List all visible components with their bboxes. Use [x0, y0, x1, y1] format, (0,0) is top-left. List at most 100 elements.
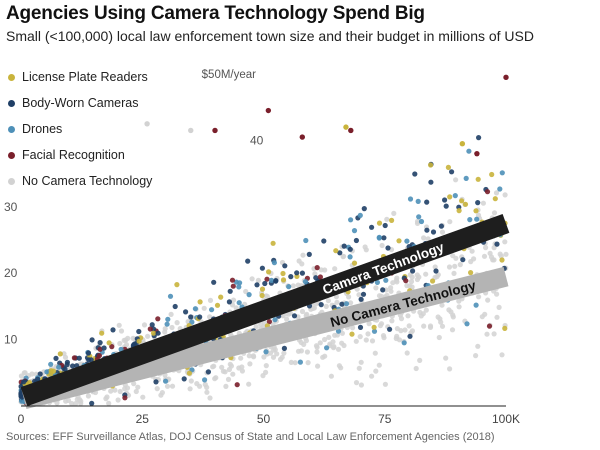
legend-item-body-worn-cameras: Body-Worn Cameras: [8, 90, 152, 116]
no-camera-point: [483, 245, 489, 251]
no-camera-point: [299, 308, 306, 315]
license-plate-reader-point: [445, 164, 451, 170]
no-camera-point: [304, 349, 310, 355]
no-camera-point: [394, 326, 400, 332]
facial-recognition-point: [122, 395, 128, 401]
drone-point: [56, 364, 62, 370]
body-worn-camera-point: [438, 223, 444, 229]
no-camera-point: [117, 388, 123, 395]
body-worn-camera-point: [442, 197, 448, 203]
y-tick-label: 20: [4, 266, 18, 280]
no-camera-point: [404, 350, 410, 356]
facial-recognition-point: [265, 107, 272, 114]
license-plate-reader-point: [214, 302, 221, 308]
license-plate-reader-point: [371, 324, 377, 330]
body-worn-camera-point: [88, 357, 94, 363]
no-camera-point: [394, 333, 400, 339]
no-camera-point: [366, 321, 372, 327]
facial-recognition-point: [264, 276, 270, 282]
no-camera-point: [212, 376, 218, 382]
body-worn-camera-point: [155, 330, 161, 336]
no-camera-point: [471, 256, 477, 262]
no-camera-point: [194, 381, 200, 387]
body-worn-camera-point: [21, 379, 27, 385]
facial-recognition-point: [230, 283, 236, 289]
no-camera-point: [502, 192, 508, 198]
body-worn-camera-point: [89, 400, 95, 406]
source-note: Sources: EFF Surveillance Atlas, DOJ Cen…: [6, 431, 495, 443]
no-camera-point: [220, 368, 226, 374]
license-plate-reader-point: [343, 124, 349, 130]
facial-recognition-point: [314, 265, 320, 271]
no-camera-point: [376, 362, 382, 368]
no-camera-point: [389, 318, 395, 324]
facial-recognition-point: [403, 278, 409, 284]
no-camera-point: [226, 366, 232, 373]
legend-label: Drones: [22, 122, 63, 136]
no-camera-point: [332, 266, 338, 272]
body-worn-camera-point: [70, 363, 76, 369]
no-camera-point: [322, 267, 328, 273]
no-camera-technology-swatch: [8, 177, 15, 185]
no-camera-point: [406, 323, 412, 329]
body-worn-camera-point: [339, 301, 345, 307]
no-camera-point: [350, 325, 356, 331]
body-worn-camera-point: [172, 303, 178, 310]
no-camera-point: [106, 400, 112, 406]
no-camera-point: [270, 354, 277, 360]
no-camera-point: [476, 294, 482, 300]
drone-point: [303, 237, 309, 244]
no-camera-point: [145, 333, 151, 339]
no-camera-point: [304, 311, 310, 317]
no-camera-point: [358, 382, 364, 388]
body-worn-camera-point: [281, 345, 287, 351]
no-camera-point: [29, 371, 35, 377]
body-worn-camera-point: [205, 369, 211, 375]
no-camera-point: [417, 309, 423, 315]
license-plate-reader-point: [489, 171, 495, 178]
license-plate-reader-point: [186, 370, 192, 376]
no-camera-point: [313, 343, 320, 349]
body-worn-camera-point: [433, 268, 439, 274]
no-camera-point: [117, 340, 123, 347]
license-plate-readers-swatch: [8, 73, 15, 81]
body-worn-camera-point: [89, 337, 95, 343]
drone-point: [246, 292, 252, 298]
no-camera-point: [207, 395, 213, 401]
body-worn-camera-point: [475, 200, 481, 206]
body-worn-camera-point: [407, 333, 413, 339]
no-camera-point: [328, 373, 334, 379]
drone-point: [165, 316, 171, 322]
body-worn-camera-point: [262, 280, 268, 287]
body-worn-camera-point: [424, 227, 430, 233]
body-worn-camera-point: [357, 324, 364, 330]
no-camera-point: [164, 383, 171, 389]
drone-point: [302, 279, 309, 285]
no-camera-point: [439, 323, 446, 329]
drone-point: [474, 216, 480, 222]
facial-recognition-point: [71, 355, 77, 361]
no-camera-point: [362, 244, 368, 250]
no-camera-point: [249, 276, 255, 282]
no-camera-point: [332, 332, 338, 338]
no-camera-point: [168, 311, 174, 317]
no-camera-point: [267, 350, 274, 356]
no-camera-point: [281, 350, 287, 356]
no-camera-point: [227, 361, 233, 367]
no-camera-point: [239, 364, 245, 370]
no-camera-point: [414, 276, 420, 283]
no-camera-point: [125, 335, 131, 341]
body-worn-camera-point: [64, 359, 70, 365]
no-camera-point: [325, 298, 331, 304]
facial-recognition-point: [155, 316, 161, 322]
no-camera-point: [277, 356, 284, 362]
no-camera-trend-band: [21, 266, 509, 410]
license-plate-reader-point: [259, 292, 265, 299]
body-worn-camera-point: [341, 243, 347, 249]
no-camera-point: [323, 303, 329, 309]
body-worn-camera-point: [428, 179, 434, 185]
drone-point: [343, 301, 350, 307]
no-camera-point: [339, 330, 345, 336]
no-camera-point: [207, 297, 214, 303]
